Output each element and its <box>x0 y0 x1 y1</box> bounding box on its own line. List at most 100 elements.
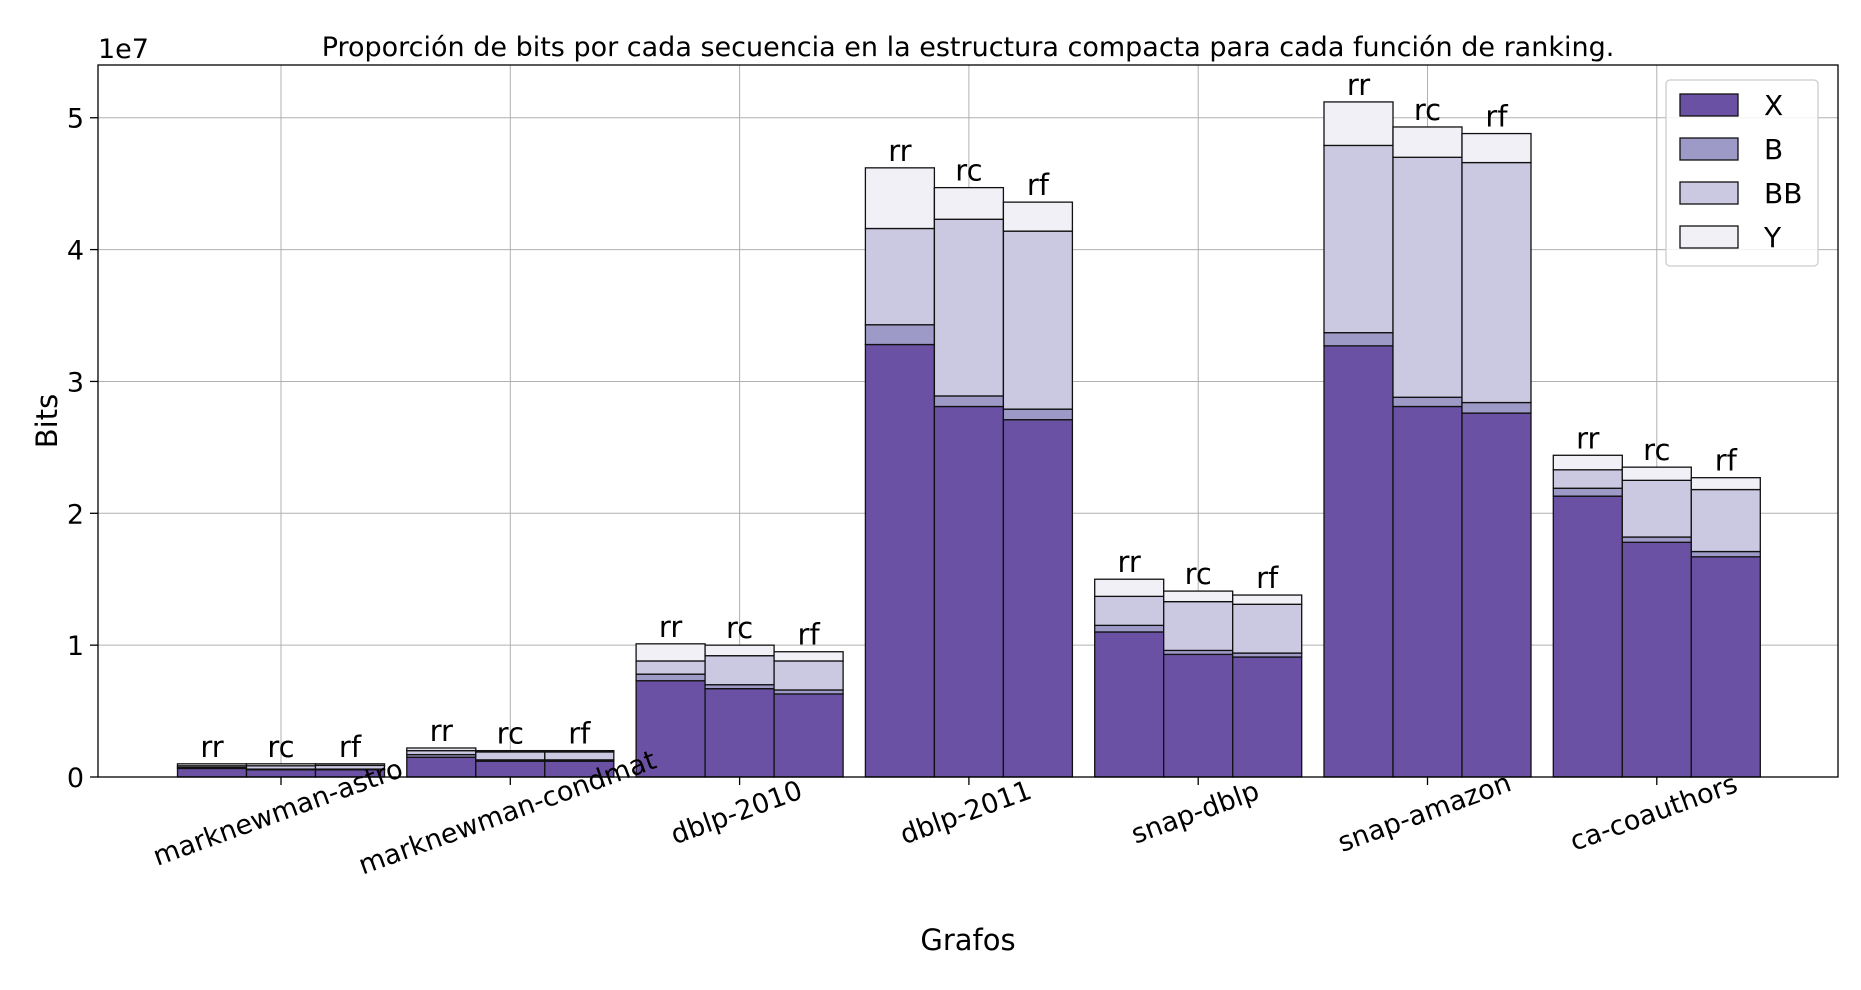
legend-swatch-b <box>1679 137 1739 161</box>
bar-label: rr <box>1118 545 1141 579</box>
legend-swatch-bb <box>1679 181 1739 205</box>
bar-segment-y <box>314 763 386 767</box>
bar-segment-x <box>1094 631 1165 778</box>
bar-segment-x <box>1002 419 1074 778</box>
bar-labels: rr rc rf rr rc rf rr rc rf rr rc rf rr rc rf rr rc rf rr rc… <box>200 68 1737 764</box>
bar-segment-x <box>864 343 936 778</box>
bar-label: rf <box>1027 168 1050 202</box>
bar-segment-y <box>1461 132 1532 164</box>
bar-segment-bb <box>635 660 706 675</box>
legend-label-y: Y <box>1763 221 1782 254</box>
bar-segment-b <box>1461 401 1532 414</box>
y-tick-label: 4 <box>67 236 84 267</box>
bar-segment-x <box>1552 495 1623 778</box>
bar-segment-bb <box>704 655 775 686</box>
bar-segment-bb <box>1002 230 1074 410</box>
bar-label: rr <box>1347 68 1370 102</box>
x-tick-label: snap-dblp <box>1127 776 1263 851</box>
bar-segment-bb <box>1461 161 1532 404</box>
bar-segment-y <box>176 763 248 767</box>
bar-segment-y <box>1392 126 1463 158</box>
bar-segment-y <box>1002 201 1074 232</box>
bar-segment-bb <box>773 660 844 691</box>
y-multiplier-label: 1e7 <box>98 34 149 65</box>
bar-segment-x <box>1163 653 1234 778</box>
bar-label: rc <box>1414 93 1441 127</box>
y-tick-label: 1 <box>67 631 84 662</box>
bar-segment-bb <box>544 751 615 761</box>
bar-segment-bb <box>1552 469 1623 489</box>
bar-segment-x <box>176 767 248 778</box>
legend-label-bb: BB <box>1764 177 1802 210</box>
bar-segment-y <box>544 749 615 753</box>
bar-segment-x <box>933 405 1005 778</box>
bar-label: rc <box>955 154 982 188</box>
bar-segment-y <box>1323 101 1394 147</box>
y-tick-label: 0 <box>67 763 84 794</box>
bar-label: rc <box>1643 433 1670 467</box>
bar-segment-x <box>1232 656 1303 778</box>
bar-label: rf <box>568 717 591 751</box>
bar-segment-x <box>704 688 775 778</box>
bar-segment-y <box>245 763 317 767</box>
legend-label-x: X <box>1764 89 1783 122</box>
bar-segment-y <box>704 644 775 657</box>
y-axis: 0 1 2 3 4 5 <box>67 104 98 794</box>
bar-segment-y <box>1163 590 1234 603</box>
bar-segment-bb <box>933 218 1005 397</box>
bar-label: rf <box>339 730 362 764</box>
bar-segment-b <box>1552 487 1623 497</box>
bar-segment-bb <box>1392 156 1463 398</box>
legend-label-b: B <box>1764 133 1783 166</box>
bar-segment-b <box>1094 624 1165 633</box>
bar-segment-b <box>1621 536 1692 543</box>
bar-segment-x <box>1461 412 1532 778</box>
bar-segment-y <box>1232 594 1303 605</box>
bar-segment-b <box>1690 550 1761 558</box>
x-tick-label: dblp-2011 <box>896 775 1036 851</box>
bar-segment-y <box>406 747 477 752</box>
bar-label: rc <box>726 611 753 645</box>
bar-label: rc <box>267 730 294 764</box>
bar-segment-bb <box>1690 488 1761 553</box>
bar-label: rc <box>1185 557 1212 591</box>
bar-segment-bb <box>1323 144 1394 334</box>
legend-swatch-x <box>1679 93 1739 117</box>
bar-label: rr <box>1576 421 1599 455</box>
bar-segment-b <box>635 673 706 682</box>
bar-segment-x <box>245 769 317 778</box>
bar-segment-bb <box>1232 603 1303 654</box>
bar-segment-x <box>773 693 844 778</box>
bar-segment-b <box>1002 408 1074 421</box>
bars <box>176 101 1761 778</box>
x-tick-label: ca-coauthors <box>1566 768 1742 857</box>
bar-segment-y <box>864 167 936 230</box>
bar-segment-y <box>1690 477 1761 491</box>
x-axis-label: Grafos <box>920 923 1015 957</box>
plot-frame <box>97 64 1839 778</box>
bar-segment-b <box>864 324 936 346</box>
bar-segment-bb <box>1094 595 1165 627</box>
x-tick-label: snap-amazon <box>1334 767 1515 858</box>
bar-segment-bb <box>864 227 936 326</box>
y-tick-label: 5 <box>67 104 84 135</box>
x-tick-label: dblp-2010 <box>667 775 807 851</box>
bar-segment-x <box>1690 556 1761 778</box>
bar-segment-bb <box>1621 479 1692 538</box>
bar-label: rf <box>1715 444 1738 478</box>
bar-segment-x <box>1621 541 1692 778</box>
bar-segment-bb <box>1163 600 1234 652</box>
bar-segment-y <box>475 749 546 753</box>
legend-box <box>1665 79 1819 267</box>
bar-segment-x <box>1392 405 1463 778</box>
bar-segment-x <box>475 760 546 778</box>
bar-label: rf <box>798 618 821 652</box>
bar-segment-y <box>1621 466 1692 481</box>
bar-segment-x <box>635 680 706 778</box>
bar-segment-bb <box>475 751 546 761</box>
bar-segment-b <box>1323 332 1394 347</box>
bar-segment-y <box>1552 454 1623 471</box>
